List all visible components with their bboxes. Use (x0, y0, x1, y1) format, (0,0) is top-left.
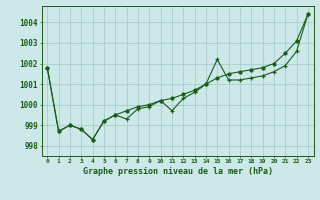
X-axis label: Graphe pression niveau de la mer (hPa): Graphe pression niveau de la mer (hPa) (83, 167, 273, 176)
